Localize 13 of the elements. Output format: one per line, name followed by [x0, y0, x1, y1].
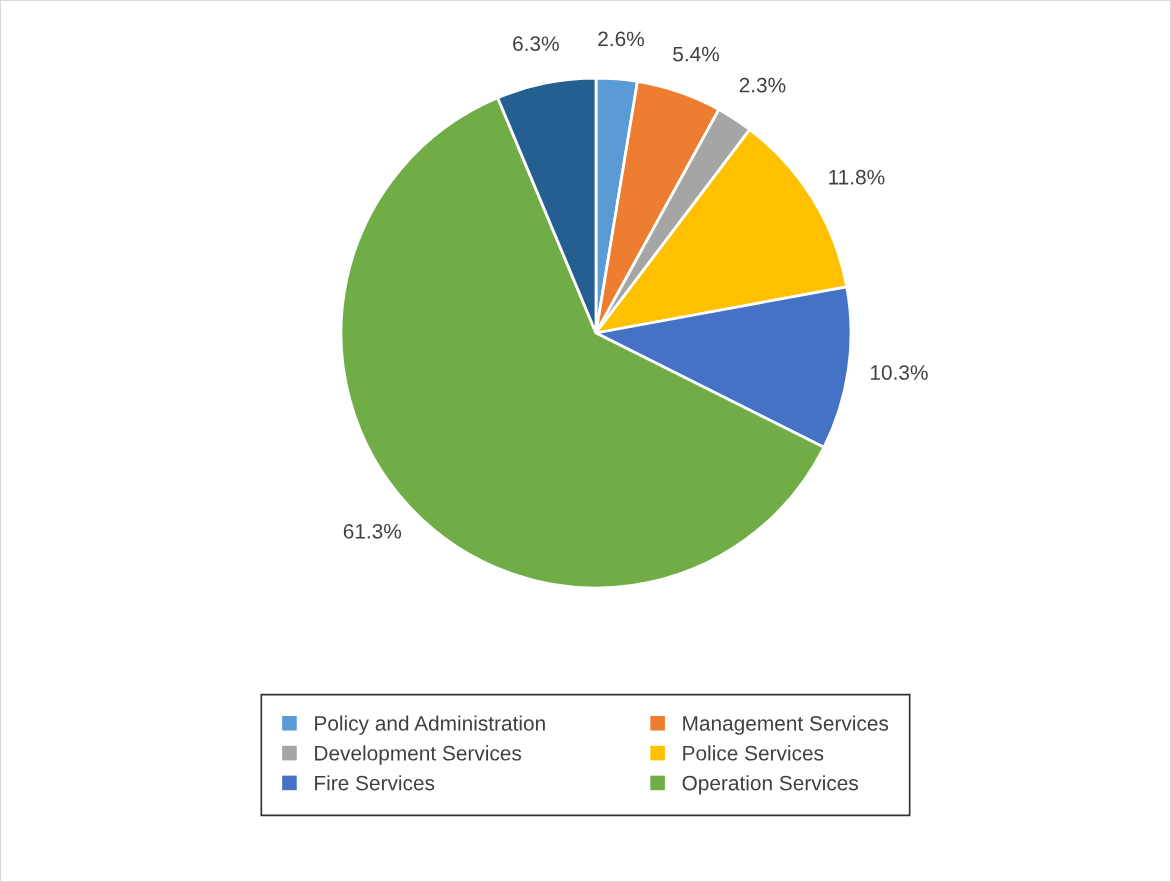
data-label: 61.3% [343, 523, 402, 539]
legend-label: Policy and Administration [315, 715, 545, 735]
legend-label: Development Services [315, 745, 522, 765]
legend-label: Fire Services [315, 775, 435, 791]
data-label: 6.3% [513, 36, 559, 52]
legend-label: Police Services [683, 745, 824, 761]
data-label: 2.3% [739, 77, 786, 93]
legend-label: Operation Services [682, 775, 858, 795]
data-label: 10.3% [871, 365, 928, 380]
legend-label: Management Services [683, 715, 889, 735]
data-label: 5.4% [673, 46, 720, 62]
data-label: 11.8% [829, 169, 885, 185]
data-label: 2.6% [598, 31, 644, 47]
